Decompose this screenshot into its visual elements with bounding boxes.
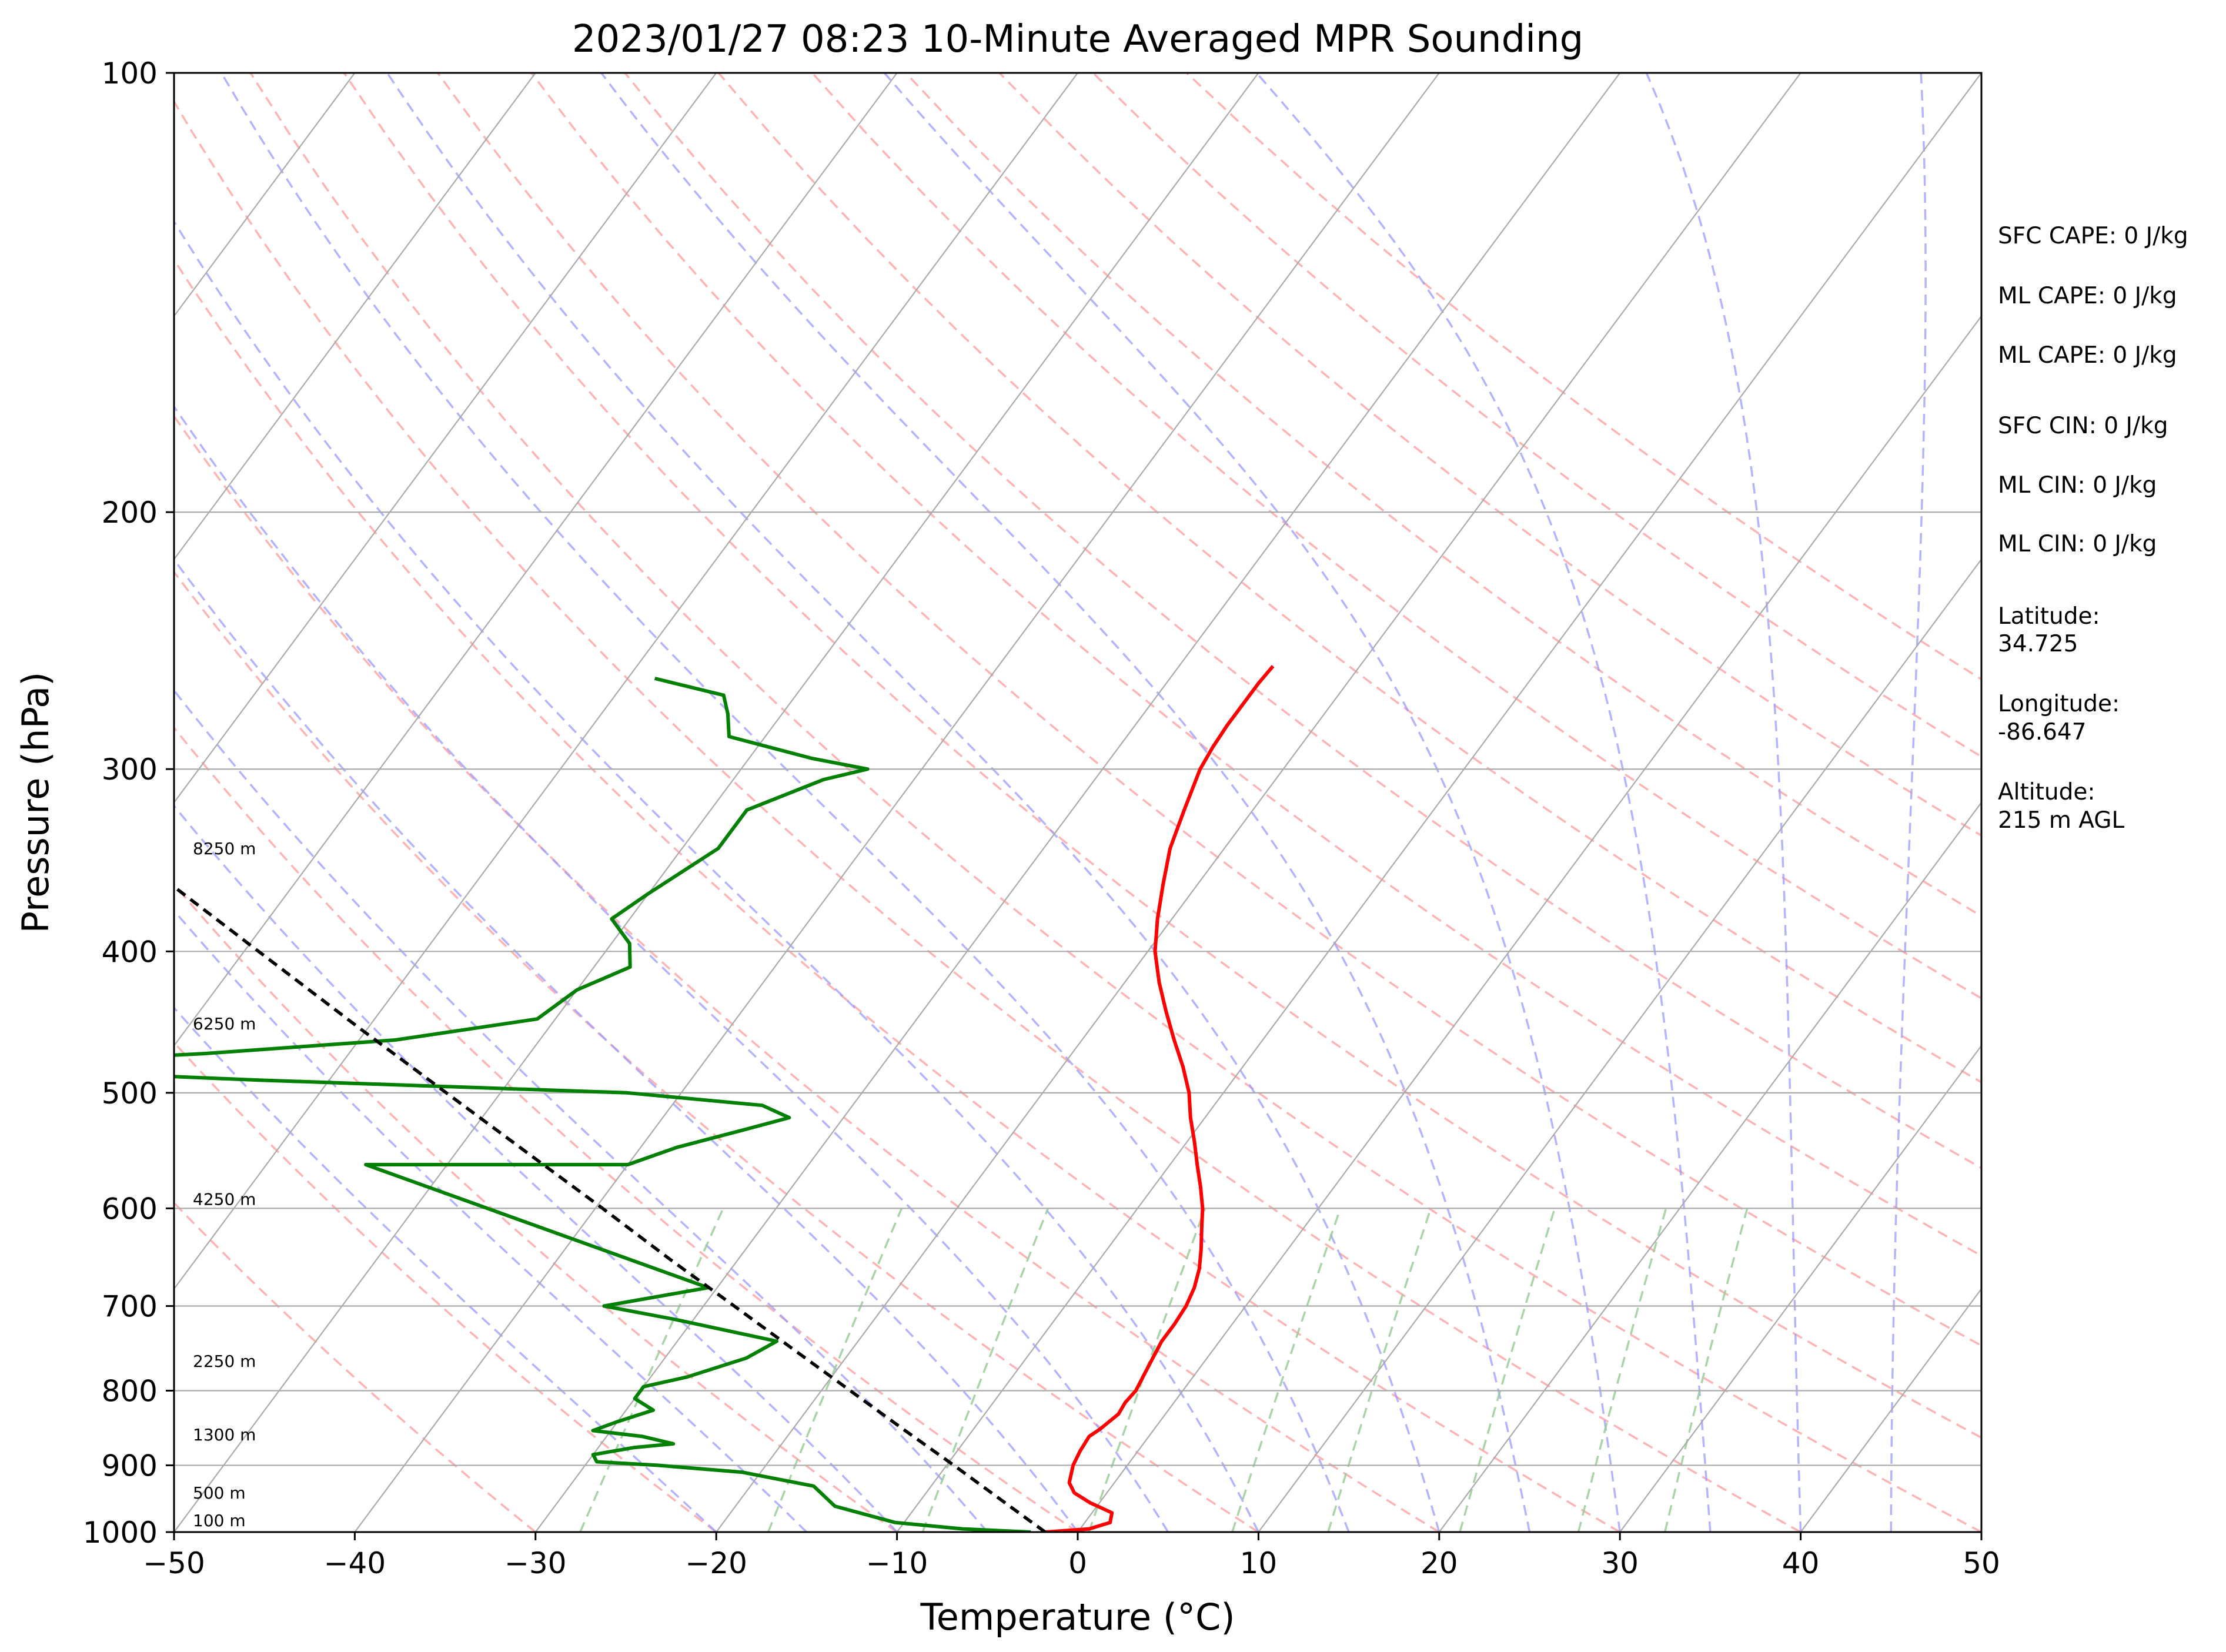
latitude-label: Latitude: (1998, 603, 2100, 630)
altitude-value: 215 m AGL (1998, 807, 2124, 834)
x-tick-label: 0 (1068, 1546, 1087, 1580)
isotherm-line (716, 73, 1801, 1532)
dry-adiabat-line (437, 73, 1981, 1347)
latitude-value: 34.725 (1998, 631, 2078, 657)
isotherm-line (354, 73, 1440, 1532)
x-tick-label: −30 (504, 1546, 567, 1580)
x-tick-label: −20 (685, 1546, 747, 1580)
y-axis-label: Pressure (hPa) (14, 672, 57, 934)
dry-adiabat-line (174, 882, 898, 1532)
x-tick-label: 50 (1963, 1546, 2000, 1580)
dry-adiabat-line (174, 726, 1078, 1532)
moist-adiabat-line (174, 688, 988, 1532)
height-label: 2250 m (193, 1352, 256, 1371)
moist-adiabat-line (174, 557, 1079, 1532)
x-tick-label: 10 (1240, 1546, 1278, 1580)
stat-sfc-cin: SFC CIN: 0 J/kg (1998, 413, 2168, 439)
moist-adiabat-line (174, 909, 808, 1532)
stats-panel: SFC CAPE: 0 J/kg ML CAPE: 0 J/kg ML CAPE… (1998, 223, 2188, 834)
y-tick-label: 900 (102, 1449, 158, 1483)
dry-adiabat-line (174, 258, 1621, 1532)
isotherm-line (896, 73, 1981, 1532)
moist-adiabat-line (1255, 73, 1712, 1532)
dry-adiabat-line (174, 99, 1801, 1532)
x-tick-label: 20 (1421, 1546, 1458, 1580)
longitude-label: Longitude: (1998, 691, 2120, 717)
mixing-ratio-line (1088, 1208, 1206, 1532)
moist-adiabat-line (220, 73, 1350, 1532)
dewpoint-profile-line (174, 677, 1031, 1532)
isotherm-line (534, 73, 1621, 1532)
y-tick-label: 1000 (83, 1516, 158, 1550)
isotherm-line (1258, 558, 1981, 1532)
isotherm-line (174, 73, 898, 1047)
chart-title: 2023/01/27 08:23 10-Minute Averaged MPR … (572, 18, 1583, 61)
isotherm-line (1619, 1044, 1981, 1532)
y-tick-label: 300 (102, 753, 158, 787)
parcel-path-line (174, 884, 1047, 1532)
height-label: 100 m (193, 1511, 246, 1530)
y-tick-label: 200 (102, 496, 158, 530)
height-label: 500 m (193, 1483, 246, 1503)
x-axis-label: Temperature (°C) (920, 1596, 1235, 1638)
moist-adiabat-line (1645, 73, 1802, 1532)
y-tick-label: 700 (102, 1290, 158, 1324)
stat-ml-cin: ML CIN: 0 J/kg (1998, 472, 2157, 499)
height-label: 8250 m (193, 839, 256, 858)
height-label: 6250 m (193, 1014, 256, 1034)
x-tick-label: −40 (324, 1546, 386, 1580)
height-label: 1300 m (193, 1425, 256, 1444)
height-label: 4250 m (193, 1189, 256, 1209)
y-tick-label: 500 (102, 1076, 158, 1111)
dry-adiabat-line (174, 570, 1259, 1532)
moist-adiabat-line (386, 73, 1440, 1532)
x-tick-label: −10 (866, 1546, 928, 1580)
dry-adiabat-line (1092, 73, 1981, 758)
moist-adiabat-line (174, 219, 1259, 1532)
moist-adiabat-line (600, 73, 1531, 1532)
dry-adiabat-line (174, 1201, 536, 1532)
dry-adiabat-line (174, 414, 1440, 1532)
y-tick-label: 100 (102, 56, 158, 91)
y-tick-label: 400 (102, 935, 158, 969)
isotherm-line (174, 73, 536, 561)
moist-adiabat-line (174, 804, 898, 1532)
x-tick-label: 40 (1782, 1546, 1820, 1580)
y-tick-label: 600 (102, 1192, 158, 1226)
x-tick-label: −50 (143, 1546, 205, 1580)
dry-adiabat-line (249, 73, 1981, 1532)
temperature-profile-line (1045, 665, 1275, 1532)
dry-adiabat-line (1186, 73, 1981, 681)
isotherm-line (174, 73, 1259, 1532)
mixing-ratio-line (921, 1208, 1050, 1532)
isotherm-line (174, 73, 717, 804)
altitude-label: Altitude: (1998, 779, 2095, 805)
longitude-value: -86.647 (1998, 719, 2087, 745)
stat-sfc-cape: SFC CAPE: 0 J/kg (1998, 223, 2188, 249)
mixing-ratio-line (767, 1208, 903, 1532)
y-tick-label: 800 (102, 1374, 158, 1408)
stat-ml-cape: ML CAPE: 0 J/kg (1998, 283, 2177, 309)
x-tick-label: 30 (1601, 1546, 1639, 1580)
isotherm-line (1438, 801, 1981, 1532)
stat-ml-cin-2: ML CIN: 0 J/kg (1998, 531, 2157, 557)
dry-adiabat-line (998, 73, 1981, 837)
moist-adiabat-line (1890, 73, 1927, 1532)
dry-adiabat-line (624, 73, 1981, 1169)
dry-adiabat-line (343, 73, 1981, 1439)
stat-ml-cape-2: ML CAPE: 0 J/kg (1998, 342, 2177, 369)
moist-adiabat-line (174, 1006, 717, 1532)
